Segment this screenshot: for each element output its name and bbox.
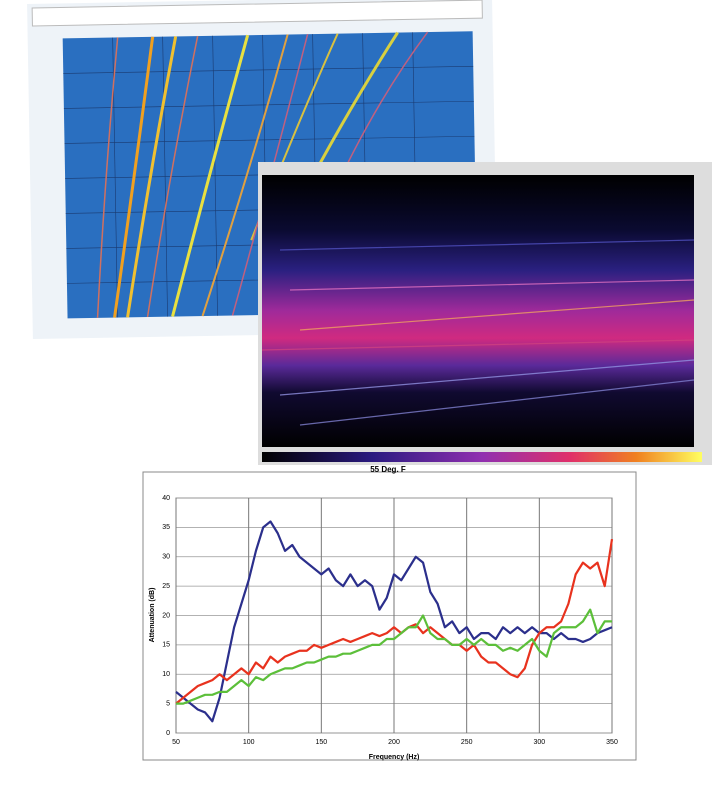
- y-tick-label: 30: [162, 554, 170, 561]
- x-tick-label: 150: [315, 739, 327, 746]
- background-spectrogram-2: [258, 162, 712, 465]
- y-tick-label: 15: [162, 642, 170, 649]
- chart-title: 55 Deg. F: [370, 465, 406, 474]
- collage: 55 Deg. F Frequency (Hz) Attenuation (dB…: [0, 0, 723, 790]
- y-tick-label: 40: [162, 495, 170, 502]
- plot: [262, 175, 694, 447]
- x-tick-label: 50: [172, 739, 180, 746]
- y-tick-label: 35: [162, 524, 170, 531]
- x-tick-label: 350: [606, 739, 618, 746]
- y-tick-label: 25: [162, 583, 170, 590]
- x-tick-label: 250: [461, 739, 473, 746]
- page: {"chart_data": {"type": "line", "title":…: [0, 0, 723, 790]
- y-tick-label: 0: [166, 730, 170, 737]
- x-axis-label: Frequency (Hz): [369, 754, 420, 761]
- y-tick-label: 10: [162, 671, 170, 678]
- color-bar: [262, 452, 702, 462]
- y-tick-label: 5: [166, 700, 170, 707]
- plot-area: 0 5 10 15 20 25 30 35 40 50 100 150 200 250 300 350: [162, 495, 618, 746]
- x-tick-label: 100: [243, 739, 255, 746]
- x-tick-label: 300: [533, 739, 545, 746]
- y-axis-label: Attenuation (dB): [149, 588, 156, 643]
- y-tick-label: 20: [162, 612, 170, 619]
- x-tick-label: 200: [388, 739, 400, 746]
